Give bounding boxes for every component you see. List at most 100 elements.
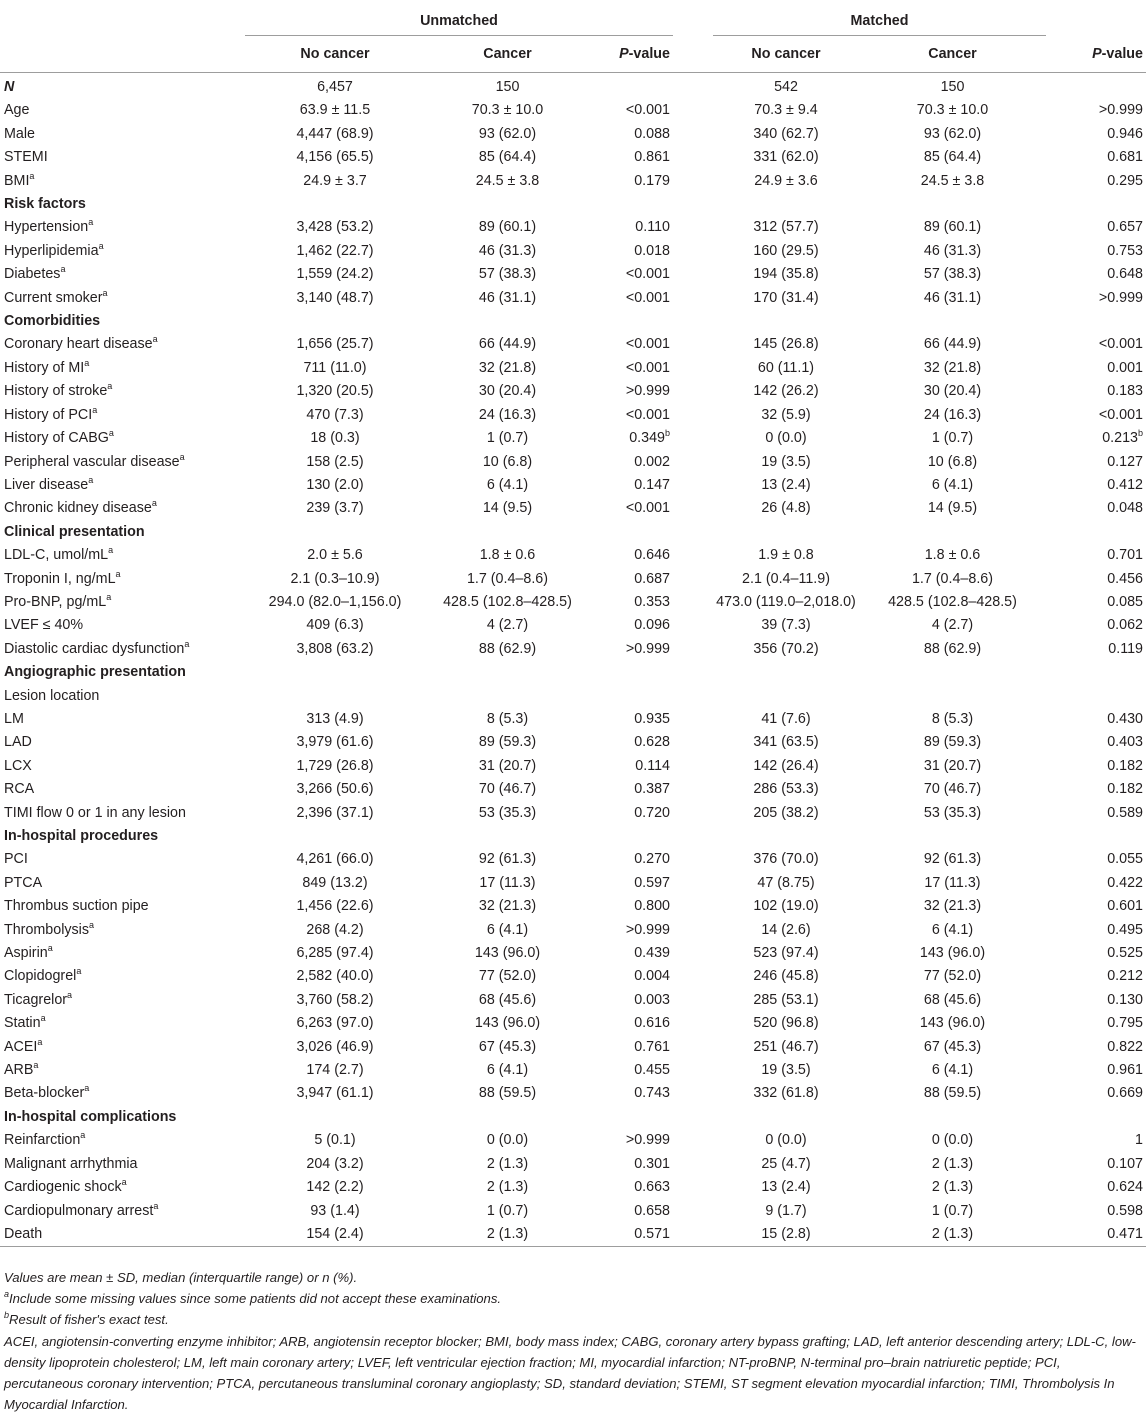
cell-unmatched-no-cancer: 470 (7.3)	[306, 406, 364, 423]
table-row: Death 154 (2.4) 2 (1.3) 0.571 15 (2.8) 2 (1.3…	[0, 1222, 1146, 1248]
cell-matched-no-cancer: 160 (29.5)	[753, 242, 819, 259]
section-header-row: In-hospital complications	[0, 1106, 1146, 1129]
cell-matched-no-cancer: 205 (38.2)	[753, 804, 819, 821]
cell-matched-p-value: 0.048	[1107, 500, 1143, 517]
cell-matched-p-value	[1046, 193, 1146, 216]
header-unmatched-cancer: Cancer	[425, 36, 590, 73]
cell-matched-cancer: 30 (20.4)	[923, 383, 982, 400]
row-label: Reinfarctiona	[4, 1130, 86, 1149]
row-label: Thrombolysisa	[4, 919, 95, 938]
table-row: LCX 1,729 (26.8) 31 (20.7) 0.114 142 (26.4) 3…	[0, 755, 1146, 778]
table-row: BMIa 24.9 ± 3.7 24.5 ± 3.8 0.179 24.9 ± 3.6 2…	[0, 170, 1146, 193]
column-gap	[673, 474, 713, 497]
table-row: Coronary heart diseasea 1,656 (25.7) 66 (4…	[0, 333, 1146, 356]
header-gap	[673, 6, 713, 36]
header-matched: Matched	[713, 6, 1046, 36]
row-label: Hypertensiona	[4, 217, 94, 236]
header-matched-cancer: Cancer	[859, 36, 1046, 73]
header-label-blank	[0, 36, 245, 73]
cell-matched-cancer	[859, 825, 1046, 848]
cell-unmatched-p-value	[590, 825, 673, 848]
cell-unmatched-cancer: 88 (62.9)	[478, 640, 537, 657]
cell-unmatched-no-cancer: 6,457	[317, 79, 353, 95]
cell-matched-p-value: 0.085	[1107, 593, 1143, 610]
row-label: ARBa	[4, 1060, 39, 1079]
cell-matched-no-cancer: 251 (46.7)	[753, 1038, 819, 1055]
row-label: Current smokera	[4, 287, 108, 306]
cell-matched-cancer: 66 (44.9)	[923, 336, 982, 353]
table-row: TIMI flow 0 or 1 in any lesion 2,396 (37.…	[0, 802, 1146, 825]
cell-unmatched-no-cancer: 313 (4.9)	[306, 710, 364, 727]
footnote-b: bResult of fisher's exact test.	[4, 1309, 169, 1327]
cell-unmatched-no-cancer	[245, 661, 425, 684]
column-gap	[673, 404, 713, 427]
cell-unmatched-cancer: 10 (6.8)	[482, 453, 533, 470]
cell-unmatched-cancer: 150	[495, 79, 520, 95]
cell-matched-p-value: 0.795	[1107, 1015, 1143, 1032]
cell-matched-cancer: 93 (62.0)	[923, 125, 982, 142]
cell-matched-cancer: 85 (64.4)	[923, 149, 982, 166]
header-matched-no-cancer: No cancer	[713, 36, 859, 73]
cell-unmatched-no-cancer: 6,285 (97.4)	[296, 945, 374, 962]
cell-unmatched-cancer: 2 (1.3)	[486, 1155, 529, 1172]
cell-matched-cancer: 2 (1.3)	[859, 1222, 1046, 1248]
cell-unmatched-p-value	[590, 685, 673, 708]
column-gap	[673, 357, 713, 380]
cell-unmatched-cancer: 6 (4.1)	[486, 921, 529, 938]
column-gap	[673, 614, 713, 637]
column-gap	[673, 1036, 713, 1059]
table-row: N 6,457 150 542 150	[0, 73, 1146, 100]
table-row: Current smokera 3,140 (48.7) 46 (31.1) <0.0…	[0, 287, 1146, 310]
column-gap	[673, 965, 713, 988]
cell-matched-no-cancer: 523 (97.4)	[753, 945, 819, 962]
cell-matched-no-cancer: 520 (96.8)	[753, 1015, 819, 1032]
column-gap	[673, 848, 713, 871]
cell-unmatched-p-value	[590, 1106, 673, 1129]
cell-unmatched-no-cancer: 3,026 (46.9)	[296, 1038, 374, 1055]
row-label: RCA	[4, 781, 35, 798]
cell-unmatched-p-value: 0.861	[634, 149, 670, 166]
cell-unmatched-p-value: 0.761	[634, 1038, 670, 1055]
cell-unmatched-no-cancer: 4,156 (65.5)	[296, 149, 374, 166]
column-gap	[673, 497, 713, 520]
cell-unmatched-no-cancer: 1,320 (20.5)	[296, 383, 374, 400]
cell-unmatched-no-cancer: 1,729 (26.8)	[296, 757, 374, 774]
cell-matched-no-cancer: 0 (0.0)	[765, 1132, 807, 1149]
table-body: N 6,457 150 542 150 Age 63.9 ± 11.5 70.3 ± 10.0…	[0, 73, 1146, 1248]
cell-matched-no-cancer	[713, 661, 859, 684]
row-label: Troponin I, ng/mLa	[4, 568, 121, 587]
cell-unmatched-p-value: 0.018	[634, 242, 670, 259]
cell-matched-no-cancer: 340 (62.7)	[753, 125, 819, 142]
cell-matched-p-value: 0.471	[1046, 1222, 1146, 1248]
cell-matched-cancer: 32 (21.3)	[923, 898, 982, 915]
cell-matched-p-value: 0.213b	[1102, 428, 1143, 447]
cell-unmatched-p-value: 0.270	[634, 851, 670, 868]
table-row: Beta-blockera 3,947 (61.1) 88 (59.5) 0.743 3…	[0, 1082, 1146, 1105]
cell-matched-cancer: 4 (2.7)	[931, 617, 974, 634]
row-label: History of MIa	[4, 357, 90, 376]
column-gap	[673, 333, 713, 356]
table-row: Hyperlipidemiaa 1,462 (22.7) 46 (31.3) 0.01…	[0, 240, 1146, 263]
cell-matched-p-value: 0.403	[1107, 734, 1143, 751]
values-note: Values are mean ± SD, median (interquart…	[4, 1270, 358, 1285]
column-gap	[673, 216, 713, 239]
column-gap	[673, 123, 713, 146]
cell-unmatched-p-value: 0.720	[634, 804, 670, 821]
cell-matched-no-cancer	[713, 310, 859, 333]
cell-matched-p-value: <0.001	[1098, 336, 1143, 353]
table-row: ACEIa 3,026 (46.9) 67 (45.3) 0.761 251 (46.7…	[0, 1036, 1146, 1059]
table-row: LVEF ≤ 40% 409 (6.3) 4 (2.7) 0.096 39 (7.3) 4…	[0, 614, 1146, 637]
section-header-row: Clinical presentation	[0, 521, 1146, 544]
cell-matched-no-cancer: 312 (57.7)	[753, 219, 819, 236]
cell-matched-cancer	[859, 685, 1046, 708]
cell-unmatched-cancer: 93 (62.0)	[478, 125, 537, 142]
table-row: Male 4,447 (68.9) 93 (62.0) 0.088 340 (62.7)…	[0, 123, 1146, 146]
cell-unmatched-p-value	[590, 661, 673, 684]
row-label: TIMI flow 0 or 1 in any lesion	[4, 804, 186, 821]
table-row: LAD 3,979 (61.6) 89 (59.3) 0.628 341 (63.5) 8…	[0, 731, 1146, 754]
column-gap	[673, 731, 713, 754]
cell-unmatched-cancer: 32 (21.8)	[478, 359, 537, 376]
cell-matched-no-cancer	[713, 193, 859, 216]
cell-matched-no-cancer: 170 (31.4)	[753, 289, 819, 306]
cell-matched-p-value: 0.182	[1107, 757, 1143, 774]
